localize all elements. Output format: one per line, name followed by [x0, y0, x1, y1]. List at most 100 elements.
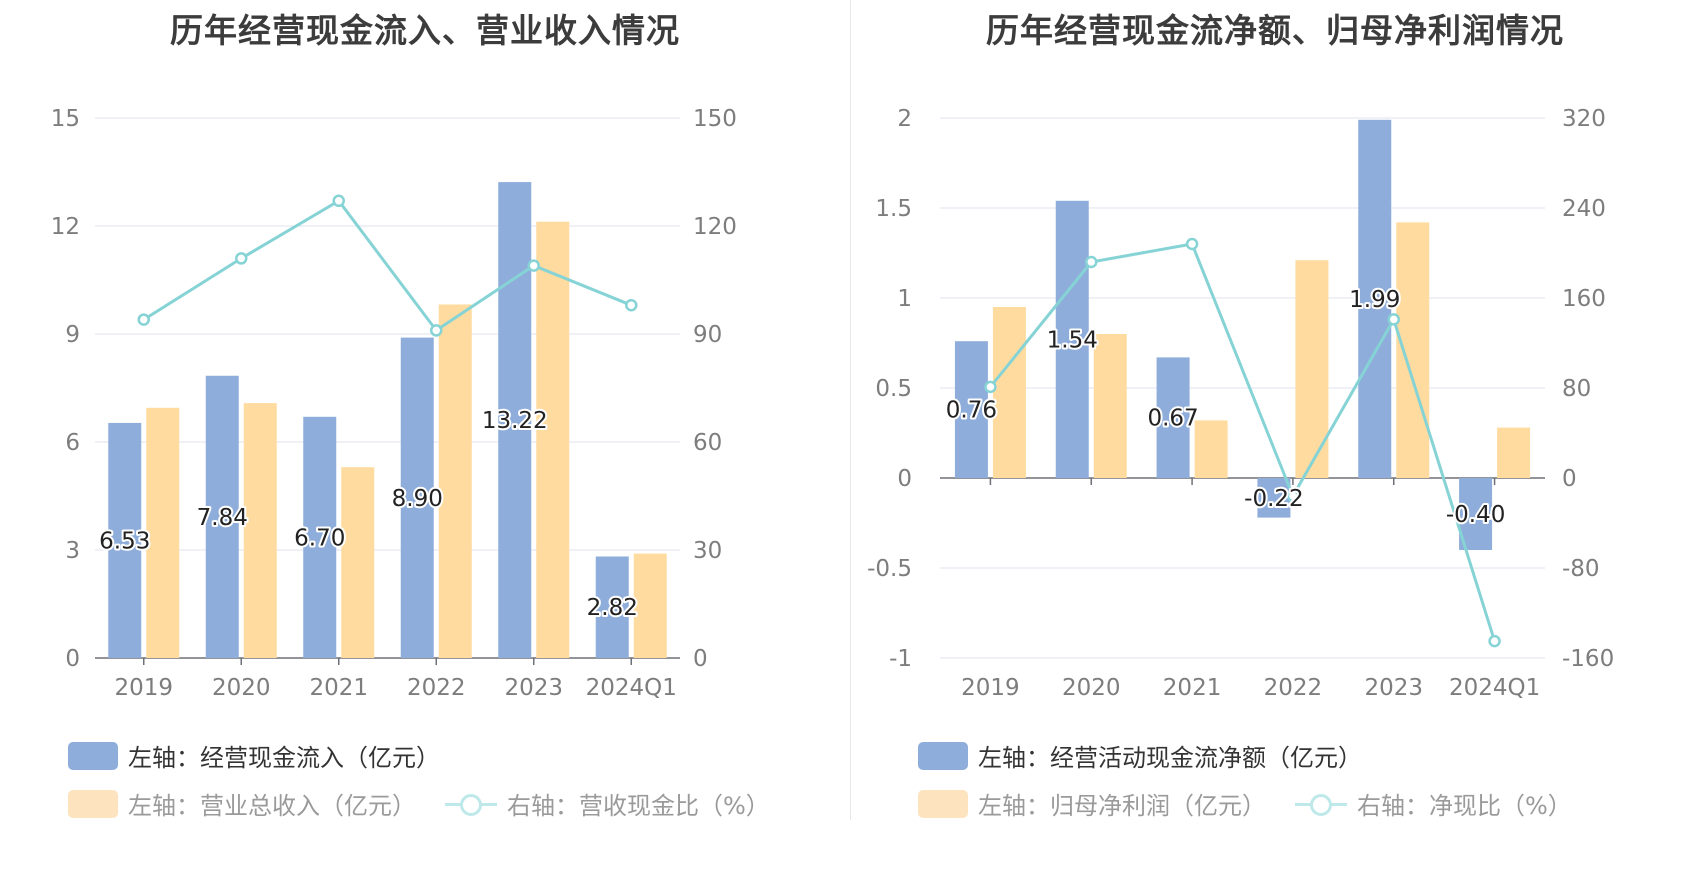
x-tick-label: 2024Q1	[586, 675, 677, 701]
x-tick-label: 2023	[1364, 675, 1423, 701]
legend-label: 右轴：净现比（%）	[1357, 792, 1572, 820]
series-line	[142, 198, 632, 333]
line-point	[332, 194, 345, 208]
y-right-tick-label: 60	[693, 430, 722, 456]
bar	[536, 221, 570, 658]
x-tick-label: 2024Q1	[1449, 675, 1540, 701]
legend-item[interactable]: 左轴：经营现金流入（亿元）	[68, 738, 440, 773]
legend-item[interactable]: 左轴：经营活动现金流净额（亿元）	[918, 738, 1362, 773]
data-label: 13.22	[482, 408, 548, 434]
legend-swatch-bar	[918, 789, 968, 818]
y-left-tick-label: 12	[51, 214, 80, 240]
legend-label: 左轴：经营现金流入（亿元）	[128, 744, 440, 772]
y-right-tick-label: 0	[693, 646, 708, 672]
x-tick-label: 2022	[1264, 675, 1323, 701]
bar	[438, 304, 472, 658]
panel-divider	[850, 0, 851, 820]
line-point	[1085, 255, 1098, 269]
bar	[146, 407, 180, 658]
y-left-tick-label: -0.5	[867, 556, 912, 582]
y-left-tick-label: -1	[889, 646, 912, 672]
y-left-tick-label: 0.5	[875, 376, 912, 402]
x-tick-label: 2021	[1163, 675, 1222, 701]
line-point	[984, 380, 997, 394]
chart-plot-area: -1 -0.5 0 0.5 1 1.5 2 -160 -80 0 80 160 240 320 2019 20…	[867, 106, 1614, 701]
bar	[303, 416, 337, 658]
bar	[1194, 420, 1228, 478]
data-label: 0.67	[1147, 406, 1198, 432]
line-point	[1286, 489, 1300, 503]
bar	[1459, 478, 1493, 550]
line-point	[625, 298, 638, 312]
bar	[498, 182, 532, 658]
y-right-tick-label: 320	[1562, 106, 1606, 132]
legend-label: 左轴：营业总收入（亿元）	[128, 792, 416, 820]
bar	[954, 341, 988, 478]
y-left-tick-label: 9	[65, 322, 80, 348]
legend-swatch-bar	[918, 741, 968, 770]
y-right-tick-label: 30	[693, 538, 722, 564]
legend-item[interactable]: 右轴：净现比（%）	[1295, 786, 1572, 821]
data-label: -0.22	[1244, 486, 1304, 512]
legend-swatch-line	[445, 790, 497, 818]
legend-item[interactable]: 左轴：归母净利润（亿元）	[918, 786, 1266, 821]
y-right-tick-label: 120	[693, 214, 737, 240]
bar	[243, 403, 277, 658]
y-left-tick-label: 0	[65, 646, 80, 672]
bar	[205, 375, 239, 658]
line-point	[430, 324, 443, 337]
x-tick-label: 2021	[309, 675, 368, 701]
bar	[1156, 357, 1190, 478]
x-tick-label: 2019	[961, 675, 1020, 701]
bar	[595, 556, 629, 658]
bar	[1093, 334, 1127, 478]
legend-label: 左轴：归母净利润（亿元）	[978, 792, 1266, 820]
series-line	[989, 242, 1497, 642]
x-tick-label: 2022	[407, 675, 466, 701]
y-right-tick-label: 150	[693, 106, 737, 132]
x-tick-label: 2023	[504, 675, 563, 701]
y-left-tick-label: 3	[65, 538, 80, 564]
data-label: 7.84	[197, 505, 248, 531]
y-right-tick-label: -160	[1562, 646, 1614, 672]
legend-item[interactable]: 左轴：营业总收入（亿元）	[68, 786, 416, 821]
y-left-tick-label: 1	[897, 286, 912, 312]
bar	[1396, 222, 1430, 478]
chart-panel-right: 历年经营现金流净额、归母净利润情况 -1 -0.5 0 0.5 1 1.5 2 -160 -80…	[850, 0, 1700, 874]
legend-swatch-line	[1295, 790, 1347, 818]
bar	[1055, 200, 1089, 479]
legend-swatch-bar	[68, 741, 118, 770]
y-left-tick-label: 6	[65, 430, 80, 456]
y-right-tick-label: 80	[1562, 376, 1591, 402]
y-left-tick-label: 15	[51, 106, 80, 132]
chart-title: 历年经营现金流净额、归母净利润情况	[986, 11, 1564, 50]
x-tick-label: 2020	[212, 675, 271, 701]
line-point	[1387, 313, 1400, 326]
bar	[108, 422, 142, 658]
line-point	[1185, 237, 1199, 251]
data-label: -0.40	[1446, 502, 1506, 528]
line-point	[137, 313, 150, 326]
y-left-tick-label: 1.5	[875, 196, 912, 222]
bar	[633, 553, 667, 658]
bar	[341, 467, 375, 658]
legend-label: 左轴：经营活动现金流净额（亿元）	[978, 744, 1362, 772]
x-tick-label: 2019	[114, 675, 173, 701]
y-right-tick-label: 0	[1562, 466, 1577, 492]
legend-swatch-bar	[68, 789, 118, 818]
y-right-tick-label: -80	[1562, 556, 1600, 582]
y-right-tick-label: 90	[693, 322, 722, 348]
bar	[1358, 119, 1392, 479]
data-label: 6.53	[99, 528, 150, 554]
y-left-tick-label: 2	[897, 106, 912, 132]
bar	[1257, 478, 1291, 518]
bar	[992, 307, 1026, 478]
bar	[1497, 427, 1531, 478]
x-tick-label: 2020	[1062, 675, 1121, 701]
legend-item[interactable]: 右轴：营收现金比（%）	[445, 786, 770, 821]
line-point	[235, 252, 248, 265]
data-label: 1.99	[1349, 287, 1400, 313]
data-label: 1.54	[1047, 327, 1098, 353]
y-right-tick-label: 160	[1562, 286, 1606, 312]
